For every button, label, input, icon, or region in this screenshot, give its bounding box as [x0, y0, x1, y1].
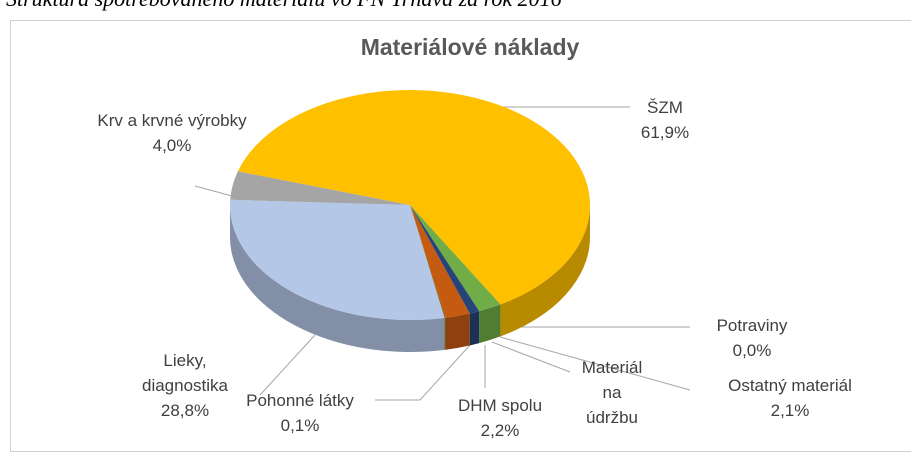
chart-title: Materiálové náklady [361, 34, 580, 60]
slice [230, 199, 445, 320]
slice [410, 205, 470, 318]
data-label: Pohonné látky 0,1% [220, 388, 380, 438]
value-label: 0,1% [280, 416, 320, 435]
category-label: Pohonné látky [246, 391, 354, 410]
data-label: Lieky, diagnostika 28,8% [130, 348, 240, 423]
slice-side [469, 311, 480, 346]
category-label: Potraviny [716, 316, 788, 335]
value-label: 2,1% [770, 401, 810, 420]
category-label: ŠZM [647, 98, 683, 117]
category-label: Lieky, diagnostika [141, 351, 228, 395]
data-label: Materiál na údržbu [577, 355, 647, 430]
slice-side [500, 205, 590, 337]
leader [259, 334, 316, 396]
data-label: Krv a krvné výrobky 4,0% [97, 108, 247, 158]
data-label: ŠZM 61,9% [625, 95, 705, 145]
slice [237, 89, 590, 305]
leader [194, 185, 233, 197]
data-label: DHM spolu 2,2% [440, 393, 560, 443]
value-label: 4,0% [152, 136, 192, 155]
slice-side [230, 205, 445, 352]
slice [230, 171, 410, 205]
slice-side [479, 304, 501, 344]
data-label: Potraviny 0,0% [692, 313, 812, 363]
data-label: Ostatný materiál 2,1% [690, 373, 890, 423]
leader [491, 341, 571, 373]
chart: Materiálové náklady [194, 34, 691, 401]
page: Štruktúra spotrebovaného materiálu vo FN… [6, 0, 911, 452]
value-label: 61,9% [640, 123, 690, 142]
leader-lines [194, 106, 691, 401]
value-label: 0,0% [732, 341, 772, 360]
category-label: Materiál na údržbu [581, 358, 643, 427]
slice [410, 205, 480, 314]
category-label: DHM spolu [457, 396, 543, 415]
slice-side [444, 317, 446, 350]
value-label: 2,2% [480, 421, 520, 440]
leader [375, 344, 471, 401]
value-label: 28,8% [160, 401, 210, 420]
slice-side [445, 313, 470, 350]
slice [410, 205, 501, 312]
slice [410, 205, 446, 318]
leader [499, 336, 691, 391]
caption: Štruktúra spotrebovaného materiálu vo FN… [6, 0, 562, 12]
category-label: Ostatný materiál [728, 376, 852, 395]
category-label: Krv a krvné výrobky [97, 111, 247, 130]
